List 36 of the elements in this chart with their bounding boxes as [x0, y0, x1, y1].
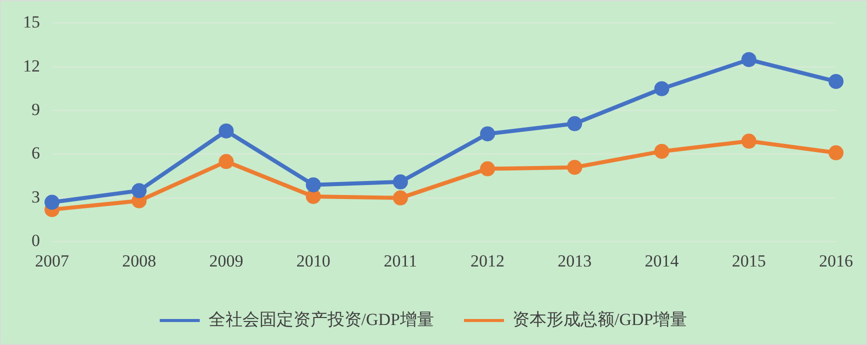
x-tick-label: 2013 [558, 251, 592, 270]
point [306, 188, 321, 204]
point [392, 190, 408, 206]
x-tick-label: 2016 [819, 251, 853, 270]
y-tick-label: 9 [32, 100, 40, 120]
point [480, 161, 496, 176]
point [741, 134, 756, 149]
x-tick-label: 2012 [470, 251, 505, 270]
legend-label: 资本形成总额/GDP增量 [512, 310, 688, 329]
x-tick-label: 2014 [644, 251, 680, 270]
point [218, 123, 234, 138]
point [741, 52, 756, 68]
x-tick-label: 2007 [35, 251, 70, 270]
y-tick-label: 3 [32, 187, 40, 206]
x-tick-label: 2010 [296, 251, 330, 270]
point [654, 81, 670, 96]
point [132, 183, 147, 198]
point [828, 145, 844, 160]
x-tick-label: 2009 [209, 251, 244, 270]
point [44, 194, 60, 210]
x-tick-label: 2008 [122, 251, 156, 270]
point [480, 126, 496, 142]
point [567, 160, 582, 175]
x-tick-label: 2015 [732, 251, 766, 270]
y-tick-label: 15 [23, 12, 40, 32]
y-tick-label: 6 [32, 144, 40, 163]
point [306, 177, 321, 192]
x-tick-label: 2011 [384, 251, 418, 270]
y-tick-label: 0 [32, 231, 40, 250]
point [392, 174, 408, 190]
legend-label: 全社会固定资产投资/GDP增量 [208, 310, 434, 329]
point [654, 144, 670, 159]
point [218, 154, 234, 170]
point [567, 116, 582, 132]
y-tick-label: 12 [23, 56, 40, 76]
point [828, 74, 844, 89]
